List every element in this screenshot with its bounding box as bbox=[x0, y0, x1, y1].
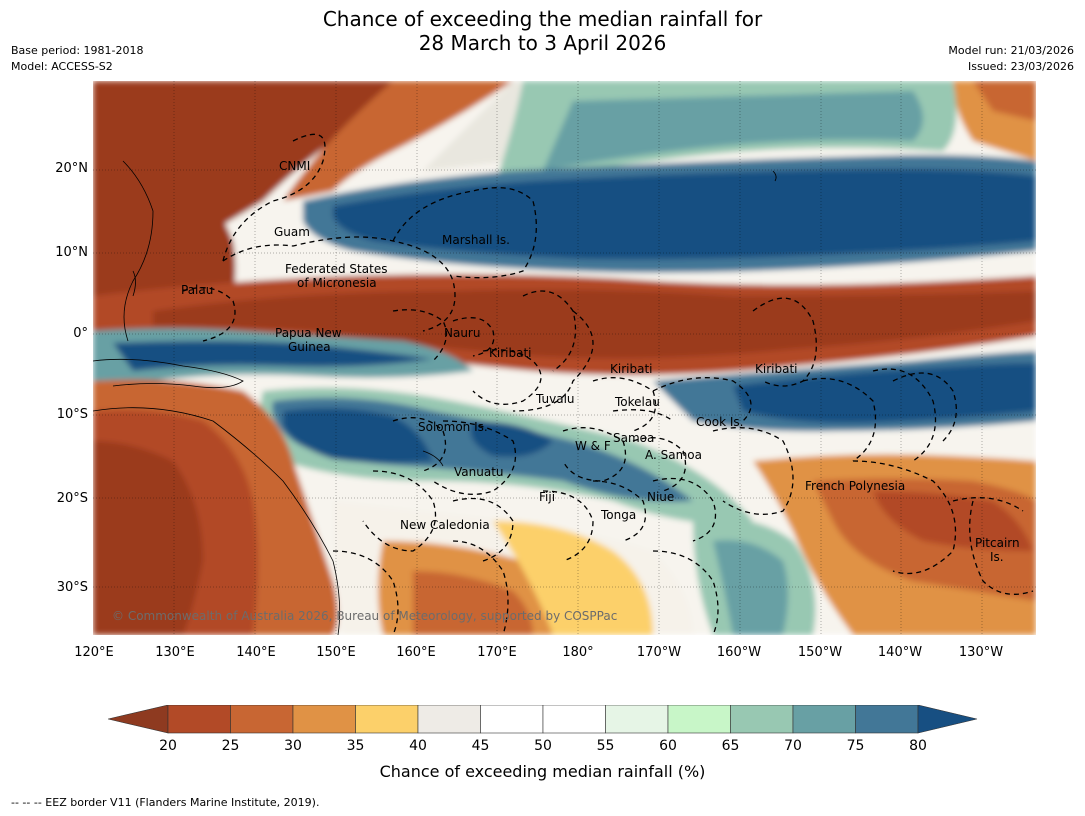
map-title-line1: Chance of exceeding the median rainfall … bbox=[322, 7, 763, 31]
colorbar-segment-20-25 bbox=[167, 705, 231, 734]
region-label-solomon: Solomon Is. bbox=[418, 420, 488, 434]
colorbar-tick-70: 70 bbox=[784, 738, 802, 754]
colorbar-tick-40: 40 bbox=[409, 738, 427, 754]
region-label-samoa: Samoa bbox=[613, 431, 655, 445]
base-period: Base period: 1981-2018 bbox=[11, 44, 144, 57]
region-label-new-caledonia: New Caledonia bbox=[400, 518, 490, 532]
lon-label-160e: 160°E bbox=[396, 645, 436, 660]
lon-label-170w: 170°W bbox=[636, 645, 682, 660]
colorbar-tick-55: 55 bbox=[596, 738, 615, 754]
model-run: Model run: 21/03/2026 bbox=[948, 44, 1074, 57]
colorbar-segment-65-70 bbox=[730, 705, 794, 734]
colorbar-tick-25: 25 bbox=[221, 738, 240, 754]
colorbar-extend-low bbox=[108, 705, 169, 734]
map-title-line2: 28 March to 3 April 2026 bbox=[418, 31, 667, 55]
region-label-wallis-futuna: W & F bbox=[575, 439, 611, 453]
colorbar-tick-45: 45 bbox=[471, 738, 490, 754]
map-field bbox=[93, 81, 1036, 635]
colorbar-segment-25-30 bbox=[230, 705, 294, 734]
model-name: Model: ACCESS-S2 bbox=[11, 60, 113, 73]
lon-label-130w: 130°W bbox=[958, 645, 1004, 660]
colorbar-tick-20: 20 bbox=[159, 738, 177, 754]
colorbar-extend-high bbox=[917, 705, 978, 734]
lon-label-140w: 140°W bbox=[877, 645, 923, 660]
region-label-pitcairn-line2: Is. bbox=[990, 550, 1004, 564]
lat-label-20n: 20°N bbox=[55, 161, 88, 176]
colorbar-segment-75-80 bbox=[855, 705, 919, 734]
region-label-kiribati-east: Kiribati bbox=[755, 362, 798, 376]
rainfall-map: CNMI Guam Marshall Is. Federated States … bbox=[93, 81, 1036, 635]
lon-label-180: 180° bbox=[562, 645, 594, 660]
copyright-notice: © Commonwealth of Australia 2026, Bureau… bbox=[112, 609, 618, 623]
lat-label-10s: 10°S bbox=[56, 407, 88, 422]
colorbar-segment-35-40 bbox=[355, 705, 419, 734]
region-label-png-line2: Guinea bbox=[288, 340, 331, 354]
lat-label-30s: 30°S bbox=[56, 580, 88, 595]
colorbar-title: Chance of exceeding median rainfall (%) bbox=[379, 762, 706, 781]
region-label-fsm-line2: of Micronesia bbox=[297, 276, 377, 290]
region-label-tonga: Tonga bbox=[601, 508, 637, 522]
eez-footnote: -- -- -- EEZ border V11 (Flanders Marine… bbox=[11, 796, 320, 809]
colorbar-segment-45-50 bbox=[480, 705, 544, 734]
region-label-png-line1: Papua New bbox=[275, 326, 342, 340]
lon-label-140e: 140°E bbox=[236, 645, 276, 660]
colorbar-tick-50: 50 bbox=[534, 738, 552, 754]
region-label-niue: Niue bbox=[647, 490, 675, 504]
lon-label-120e: 120°E bbox=[74, 645, 114, 660]
colorbar-tick-60: 60 bbox=[659, 738, 677, 754]
region-label-palau: Palau bbox=[181, 283, 214, 297]
region-label-american-samoa: A. Samoa bbox=[645, 448, 702, 462]
region-label-tokelau: Tokelau bbox=[615, 395, 660, 409]
region-label-french-polynesia: French Polynesia bbox=[805, 479, 906, 493]
issued-date: Issued: 23/03/2026 bbox=[967, 60, 1074, 73]
colorbar-segment-30-35 bbox=[292, 705, 356, 734]
colorbar-segment-40-45 bbox=[417, 705, 481, 734]
region-label-vanuatu: Vanuatu bbox=[454, 465, 504, 479]
lat-label-0: 0° bbox=[73, 326, 88, 341]
colorbar-segment-70-75 bbox=[792, 705, 856, 734]
lon-label-150e: 150°E bbox=[316, 645, 356, 660]
region-label-kiribati-central: Kiribati bbox=[610, 362, 653, 376]
region-label-tuvalu: Tuvalu bbox=[536, 392, 575, 406]
lon-label-130e: 130°E bbox=[155, 645, 195, 660]
region-label-fsm-line1: Federated States bbox=[285, 262, 388, 276]
lat-label-10n: 10°N bbox=[55, 245, 88, 260]
colorbar-segment-50-55 bbox=[542, 705, 606, 734]
colorbar bbox=[108, 705, 978, 734]
region-label-pitcairn-line1: Pitcairn bbox=[975, 536, 1020, 550]
colorbar-tick-30: 30 bbox=[284, 738, 302, 754]
lon-label-150w: 150°W bbox=[797, 645, 843, 660]
colorbar-tick-35: 35 bbox=[346, 738, 365, 754]
region-label-marshall: Marshall Is. bbox=[442, 233, 510, 247]
colorbar-tick-80: 80 bbox=[909, 738, 927, 754]
region-label-kiribati-west: Kiribati bbox=[489, 346, 532, 360]
region-label-guam: Guam bbox=[274, 225, 310, 239]
colorbar-tick-75: 75 bbox=[846, 738, 865, 754]
region-label-cnmi: CNMI bbox=[279, 159, 311, 173]
region-label-nauru: Nauru bbox=[444, 326, 481, 340]
colorbar-segment-55-60 bbox=[605, 705, 669, 734]
colorbar-segment-60-65 bbox=[667, 705, 731, 734]
lon-label-170e: 170°E bbox=[477, 645, 517, 660]
lat-label-20s: 20°S bbox=[56, 491, 88, 506]
lon-label-160w: 160°W bbox=[716, 645, 762, 660]
region-label-fiji: Fiji bbox=[539, 490, 556, 504]
region-label-cook: Cook Is. bbox=[696, 415, 744, 429]
colorbar-tick-65: 65 bbox=[721, 738, 740, 754]
